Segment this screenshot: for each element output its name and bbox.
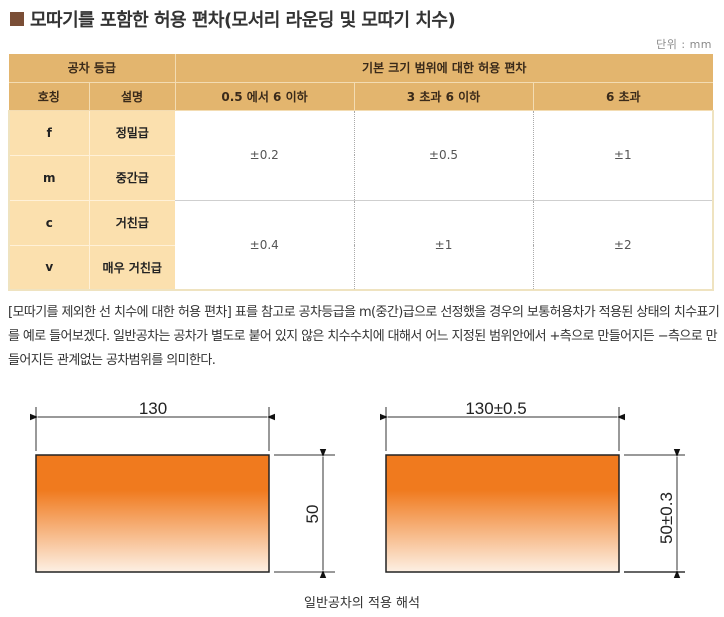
header-desc: 설명	[89, 82, 176, 111]
header-range-1: 0.5 에서 6 이하	[175, 82, 355, 111]
tolerance-table: 공차 등급 기본 크기 범위에 대한 허용 편차 호칭 설명 0.5 에서 6 …	[8, 54, 715, 291]
header-range-group: 기본 크기 범위에 대한 허용 편차	[175, 54, 714, 83]
grade-desc: 매우 거친급	[89, 245, 175, 291]
part-rectangle	[35, 454, 270, 573]
table-row: f 정밀급 ±0.2 ±0.5 ±1	[8, 110, 715, 201]
table-row: v 매우 거친급	[8, 245, 713, 291]
height-dimension-label: 50	[303, 505, 322, 524]
tolerance-value: ±1	[533, 110, 715, 201]
width-dimension-label: 130	[139, 399, 167, 418]
grade-desc: 정밀급	[89, 110, 175, 156]
header-range-3: 6 초과	[533, 82, 714, 111]
grade-code: c	[8, 200, 90, 246]
grade-code: v	[8, 245, 90, 291]
tolerance-value: ±0.4	[175, 200, 355, 291]
table-row: c 거친급 ±0.4 ±1 ±2	[8, 200, 715, 291]
grade-desc: 중간급	[89, 155, 175, 201]
tolerance-value: ±2	[533, 200, 715, 291]
table-group-header-row: 공차 등급 기본 크기 범위에 대한 허용 편차	[9, 54, 714, 83]
dimension-diagram-general: 130 50	[30, 399, 335, 578]
grade-code: m	[8, 155, 90, 201]
grade-desc: 거친급	[89, 200, 175, 246]
table-column-header-row: 호칭 설명 0.5 에서 6 이하 3 초과 6 이하 6 초과	[9, 82, 714, 111]
table-row: m 중간급	[8, 155, 713, 201]
width-dimension-label: 130±0.5	[465, 399, 526, 418]
tolerance-value: ±1	[354, 200, 534, 291]
square-bullet-icon	[10, 12, 24, 26]
header-code: 호칭	[9, 82, 90, 111]
page-title-text: 모따기를 포함한 허용 편차(모서리 라운딩 및 모따기 치수)	[30, 10, 456, 31]
grade-code: f	[8, 110, 90, 156]
tolerance-value: ±0.2	[175, 110, 355, 201]
figure-caption: 일반공차의 적용 해석	[304, 596, 420, 611]
explanation-paragraph: [모따기를 제외한 선 치수에 대한 허용 편차] 표를 참고로 공차등급을 m…	[8, 305, 720, 368]
part-rectangle	[385, 454, 620, 573]
header-range-2: 3 초과 6 이하	[354, 82, 534, 111]
tolerance-value: ±0.5	[354, 110, 534, 201]
unit-label: 단위 : mm	[656, 38, 712, 51]
page-title: 모따기를 포함한 허용 편차(모서리 라운딩 및 모따기 치수)	[10, 6, 456, 32]
height-dimension-label: 50±0.3	[657, 492, 676, 544]
header-grade-group: 공차 등급	[9, 54, 176, 83]
dimension-diagram-tolerance: 130±0.5 50±0.3	[380, 399, 685, 578]
